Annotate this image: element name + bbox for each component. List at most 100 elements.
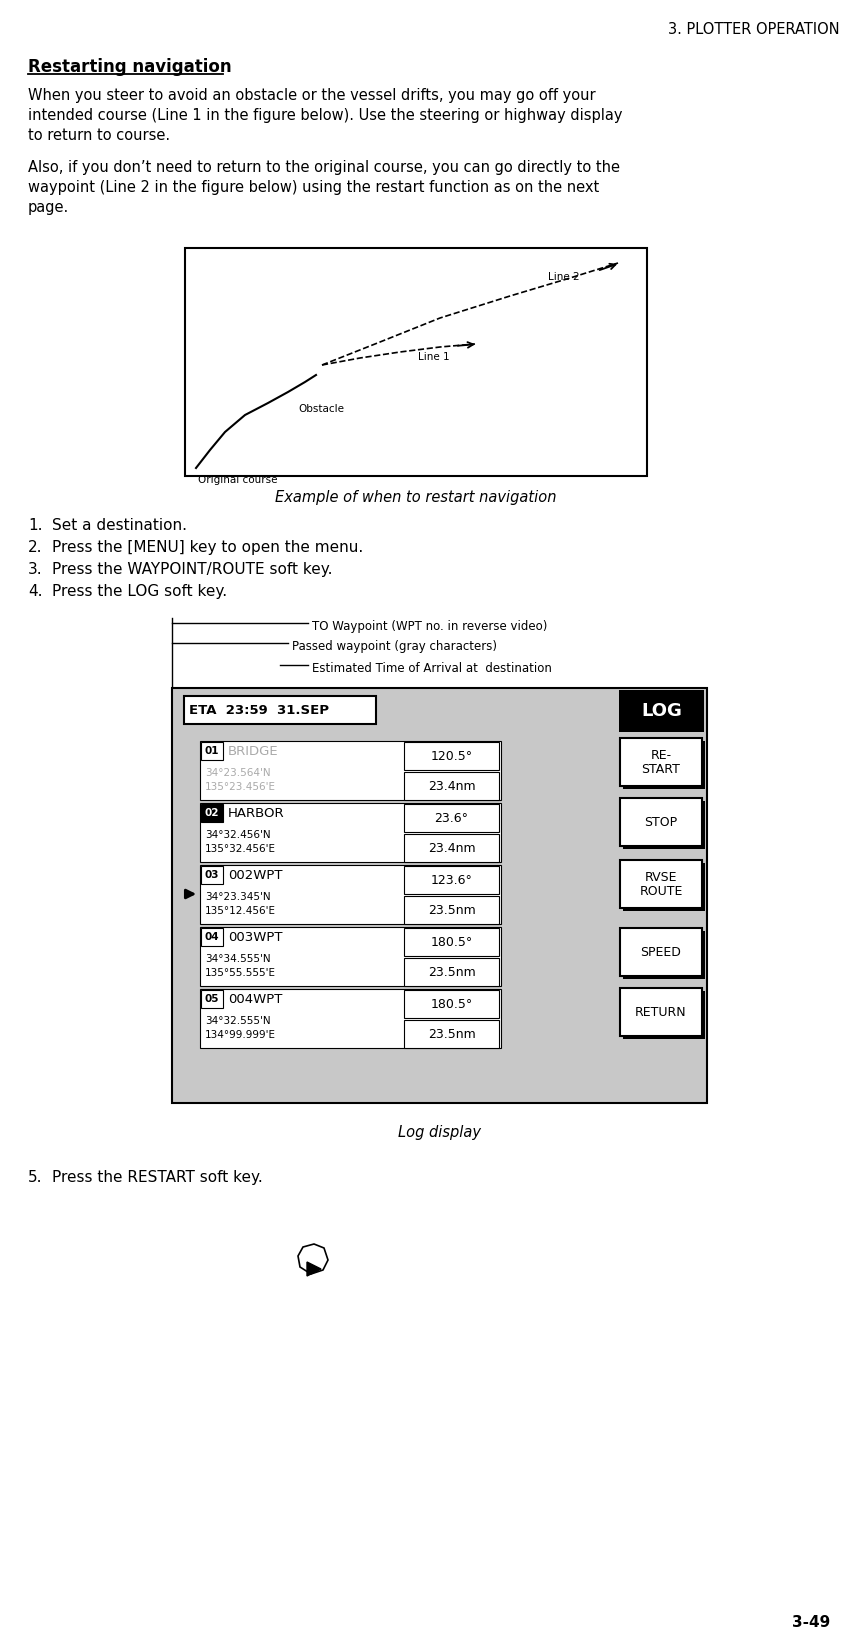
Bar xyxy=(404,804,499,832)
Text: 5.: 5. xyxy=(28,1170,43,1185)
Text: 23.4nm: 23.4nm xyxy=(428,779,475,792)
Text: 23.5nm: 23.5nm xyxy=(428,966,475,979)
Bar xyxy=(404,928,499,956)
Text: 23.5nm: 23.5nm xyxy=(428,1028,475,1041)
Text: Press the RESTART soft key.: Press the RESTART soft key. xyxy=(52,1170,262,1185)
Bar xyxy=(619,690,704,732)
Text: Obstacle: Obstacle xyxy=(298,404,344,413)
Text: page.: page. xyxy=(28,199,69,216)
Bar xyxy=(404,742,499,770)
Text: 3.: 3. xyxy=(28,562,43,577)
Text: START: START xyxy=(641,763,681,776)
Bar xyxy=(201,742,223,760)
Bar xyxy=(200,926,501,985)
Text: LOG: LOG xyxy=(641,703,682,721)
Bar xyxy=(620,989,702,1036)
Bar xyxy=(200,740,501,801)
Text: waypoint (Line 2 in the figure below) using the restart function as on the next: waypoint (Line 2 in the figure below) us… xyxy=(28,180,599,194)
Text: Set a destination.: Set a destination. xyxy=(52,518,187,533)
Text: 3. PLOTTER OPERATION: 3. PLOTTER OPERATION xyxy=(669,21,840,38)
Bar xyxy=(200,989,501,1047)
Text: 02: 02 xyxy=(204,807,219,819)
Text: SPEED: SPEED xyxy=(640,946,681,959)
Text: 134°99.999'E: 134°99.999'E xyxy=(205,1029,276,1039)
Text: 002WPT: 002WPT xyxy=(228,869,282,881)
Bar xyxy=(404,1020,499,1047)
Text: Also, if you don’t need to return to the original course, you can go directly to: Also, if you don’t need to return to the… xyxy=(28,160,620,175)
Text: to return to course.: to return to course. xyxy=(28,127,170,144)
Text: Example of when to restart navigation: Example of when to restart navigation xyxy=(275,490,557,505)
Bar xyxy=(404,771,499,801)
Text: intended course (Line 1 in the figure below). Use the steering or highway displa: intended course (Line 1 in the figure be… xyxy=(28,108,622,123)
Text: Press the WAYPOINT/ROUTE soft key.: Press the WAYPOINT/ROUTE soft key. xyxy=(52,562,333,577)
Text: 03: 03 xyxy=(204,869,219,881)
Text: Passed waypoint (gray characters): Passed waypoint (gray characters) xyxy=(292,641,497,654)
Text: 23.4nm: 23.4nm xyxy=(428,842,475,855)
Text: Press the [MENU] key to open the menu.: Press the [MENU] key to open the menu. xyxy=(52,539,363,556)
Bar xyxy=(184,696,376,724)
Text: 004WPT: 004WPT xyxy=(228,992,282,1005)
Bar xyxy=(623,990,705,1039)
Text: 1.: 1. xyxy=(28,518,43,533)
Text: 01: 01 xyxy=(204,747,219,757)
Bar xyxy=(172,688,707,1103)
Bar xyxy=(404,990,499,1018)
Text: TO Waypoint (WPT no. in reverse video): TO Waypoint (WPT no. in reverse video) xyxy=(312,619,547,632)
Bar xyxy=(201,990,223,1008)
Text: Restarting navigation: Restarting navigation xyxy=(28,57,232,77)
Text: 135°12.456'E: 135°12.456'E xyxy=(205,905,276,917)
Text: Estimated Time of Arrival at  destination: Estimated Time of Arrival at destination xyxy=(312,662,551,675)
Text: ETA  23:59  31.SEP: ETA 23:59 31.SEP xyxy=(189,704,329,716)
Text: 34°32.555'N: 34°32.555'N xyxy=(205,1016,271,1026)
Text: 04: 04 xyxy=(204,931,220,941)
Text: 123.6°: 123.6° xyxy=(431,874,473,887)
Text: 23.5nm: 23.5nm xyxy=(428,904,475,917)
Bar xyxy=(620,797,702,846)
Text: 05: 05 xyxy=(204,993,219,1003)
Text: 135°32.456'E: 135°32.456'E xyxy=(205,845,276,855)
Bar xyxy=(200,864,501,923)
Text: When you steer to avoid an obstacle or the vessel drifts, you may go off your: When you steer to avoid an obstacle or t… xyxy=(28,88,596,103)
Text: 135°55.555'E: 135°55.555'E xyxy=(205,967,276,979)
Bar xyxy=(404,866,499,894)
Text: RETURN: RETURN xyxy=(635,1005,687,1018)
Bar xyxy=(201,928,223,946)
Bar xyxy=(404,833,499,863)
Bar xyxy=(201,804,223,822)
Text: BRIDGE: BRIDGE xyxy=(228,745,279,758)
Bar xyxy=(201,866,223,884)
Text: 34°34.555'N: 34°34.555'N xyxy=(205,954,271,964)
Text: 180.5°: 180.5° xyxy=(430,936,473,948)
Text: Line 1: Line 1 xyxy=(418,351,450,363)
Text: 2.: 2. xyxy=(28,539,43,556)
Bar xyxy=(623,740,705,789)
Text: 34°23.345'N: 34°23.345'N xyxy=(205,892,271,902)
Text: 34°32.456'N: 34°32.456'N xyxy=(205,830,271,840)
Text: 120.5°: 120.5° xyxy=(430,750,473,763)
Text: Press the LOG soft key.: Press the LOG soft key. xyxy=(52,583,227,600)
Text: 003WPT: 003WPT xyxy=(228,930,282,943)
Text: 180.5°: 180.5° xyxy=(430,997,473,1010)
Bar xyxy=(623,931,705,979)
Text: HARBOR: HARBOR xyxy=(228,807,285,820)
Text: STOP: STOP xyxy=(645,815,677,828)
Polygon shape xyxy=(298,1243,328,1275)
Bar xyxy=(623,863,705,912)
Text: Original course: Original course xyxy=(198,475,278,485)
Text: 4.: 4. xyxy=(28,583,43,600)
Text: ROUTE: ROUTE xyxy=(640,884,682,897)
Bar xyxy=(404,895,499,923)
Bar xyxy=(185,248,647,475)
Bar xyxy=(620,859,702,909)
Text: 23.6°: 23.6° xyxy=(434,812,469,825)
Text: 135°23.456'E: 135°23.456'E xyxy=(205,783,276,792)
Text: Log display: Log display xyxy=(398,1124,481,1141)
Text: 3-49: 3-49 xyxy=(792,1614,830,1631)
Polygon shape xyxy=(307,1261,321,1276)
Bar xyxy=(620,928,702,975)
Text: RVSE: RVSE xyxy=(645,871,677,884)
Text: RE-: RE- xyxy=(651,748,671,761)
Bar xyxy=(620,739,702,786)
Bar xyxy=(200,802,501,863)
Text: 34°23.564'N: 34°23.564'N xyxy=(205,768,271,778)
